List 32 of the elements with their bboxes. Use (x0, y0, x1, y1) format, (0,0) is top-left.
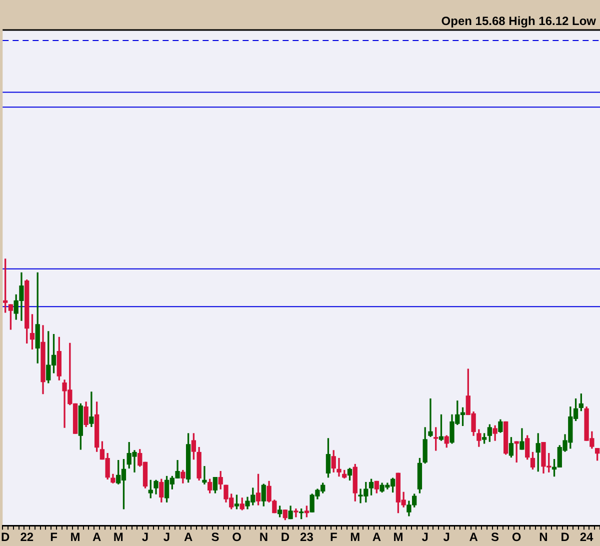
x-tick-label: M (350, 530, 360, 544)
x-tick-label: N (539, 530, 548, 544)
x-tick-label: O (232, 530, 242, 544)
candlestick (428, 398, 433, 437)
candlestick (89, 392, 94, 428)
candlestick (294, 508, 298, 518)
x-tick-label: A (184, 530, 193, 544)
x-tick-label: J (142, 530, 149, 544)
x-tick-label: D (280, 530, 290, 544)
text: Open 15.68 High 16.12 Low (441, 14, 596, 28)
x-tick-label: M (70, 530, 80, 544)
candlestick (336, 458, 342, 477)
x-tick-label: 24 (580, 530, 594, 544)
x-tick-label: S (211, 530, 220, 544)
x-tick-label: M (113, 530, 124, 544)
x-tick-label: A (469, 530, 478, 544)
x-tick-label: M (393, 530, 404, 544)
x-tick-label: 22 (20, 530, 34, 544)
x-tick-label: J (443, 530, 450, 544)
x-tick-label: J (163, 530, 170, 544)
x-tick-label: J (422, 530, 428, 544)
x-tick-label: S (491, 530, 500, 544)
x-tick-label: F (330, 530, 338, 544)
x-tick-label: A (92, 530, 102, 544)
x-tick-label: A (372, 530, 382, 544)
x-tick-label: N (259, 530, 268, 544)
x-tick-label: O (512, 530, 522, 544)
candlestick (202, 466, 207, 484)
x-tick-label: 23 (300, 530, 314, 544)
x-tick-label: D (560, 530, 570, 544)
x-tick-label: F (50, 530, 58, 544)
x-tick-label: D (0, 530, 10, 544)
